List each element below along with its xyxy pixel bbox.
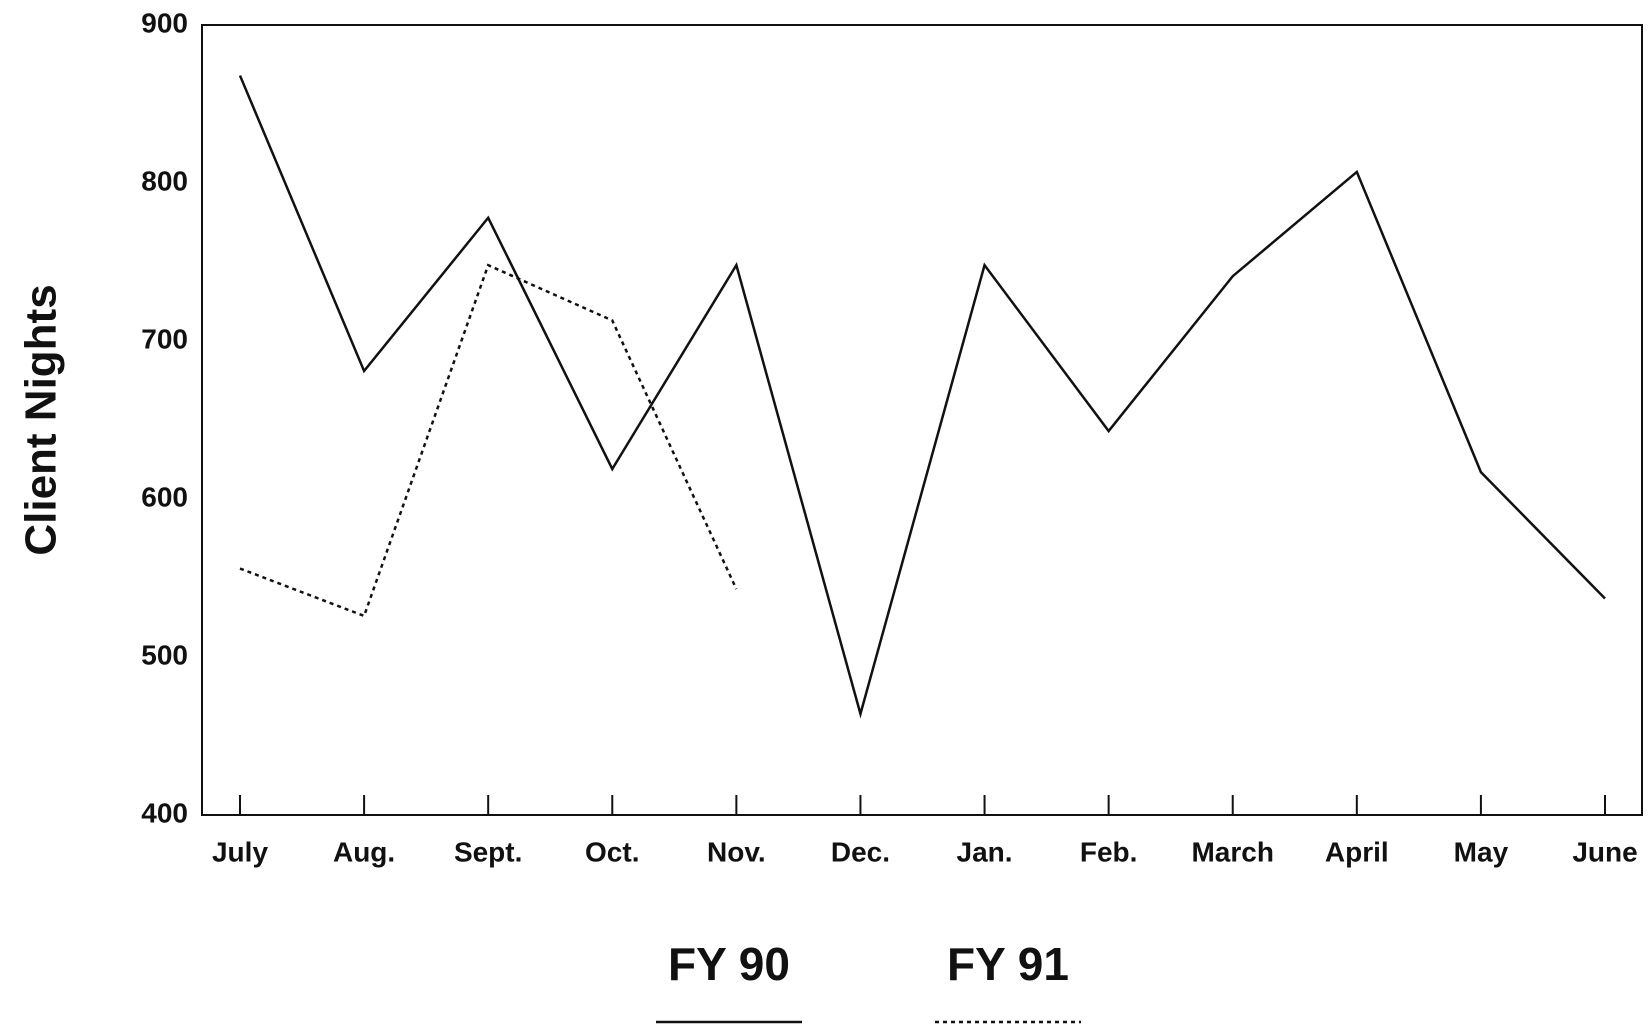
x-tick-label: Dec.: [831, 836, 890, 867]
x-tick-label: Sept.: [454, 836, 522, 867]
x-tick-label: July: [212, 836, 268, 867]
legend-label: FY 90: [668, 938, 790, 990]
y-tick-label: 700: [141, 323, 188, 354]
x-tick-label: Oct.: [585, 836, 639, 867]
plot-frame: [201, 24, 1643, 816]
legend-label: FY 91: [947, 938, 1069, 990]
x-tick-label: June: [1572, 836, 1637, 867]
data-line: [238, 75, 1606, 719]
data-line: [239, 263, 738, 618]
y-tick-label: 500: [141, 639, 188, 670]
x-tick-label: Aug.: [333, 836, 395, 867]
x-tick-label: Jan.: [957, 836, 1013, 867]
y-tick-label: 600: [141, 481, 188, 512]
x-tick-label: March: [1191, 836, 1273, 867]
y-axis-title: Client Nights: [17, 284, 66, 555]
x-tick-label: May: [1454, 836, 1509, 867]
y-tick-label: 900: [141, 7, 188, 38]
y-tick-label: 800: [141, 165, 188, 196]
x-tick-label: Nov.: [707, 836, 766, 867]
x-tick-label: April: [1325, 836, 1389, 867]
x-tick-label: Feb.: [1080, 836, 1138, 867]
y-tick-label: 400: [141, 797, 188, 828]
